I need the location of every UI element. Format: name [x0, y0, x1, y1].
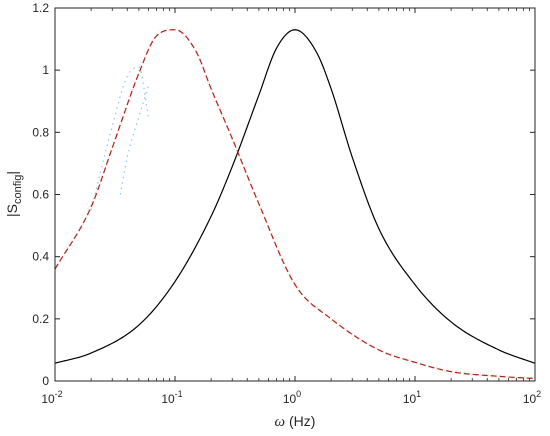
x-axis: 10-2 10-1 100 101 102 — [41, 8, 541, 406]
y-tick-label: 1.2 — [32, 1, 49, 15]
y-tick-label: 0.8 — [32, 125, 49, 139]
x-tick-label: 10-2 — [41, 389, 62, 406]
x-tick-label: 101 — [403, 389, 421, 406]
series-line-solid — [54, 29, 536, 364]
x-tick-label: 102 — [523, 389, 541, 406]
faint-dotted-trace — [90, 66, 149, 211]
y-tick-label: 0 — [42, 374, 49, 388]
x-axis-label: ω (Hz) — [275, 413, 316, 430]
y-tick-label: 0.4 — [32, 250, 49, 264]
y-axis-label: |Sconfig| — [4, 171, 24, 217]
x-tick-label: 100 — [283, 389, 301, 406]
plot-area — [55, 8, 535, 381]
y-tick-label: 0.6 — [32, 188, 49, 202]
y-tick-label: 1 — [42, 63, 49, 77]
y-axis: 0 0.2 0.4 0.6 0.8 1 1.2 — [32, 1, 535, 388]
y-tick-label: 0.2 — [32, 312, 49, 326]
series-line-dashed — [54, 29, 536, 380]
x-tick-label: 10-1 — [161, 389, 182, 406]
series-layer — [54, 29, 536, 380]
